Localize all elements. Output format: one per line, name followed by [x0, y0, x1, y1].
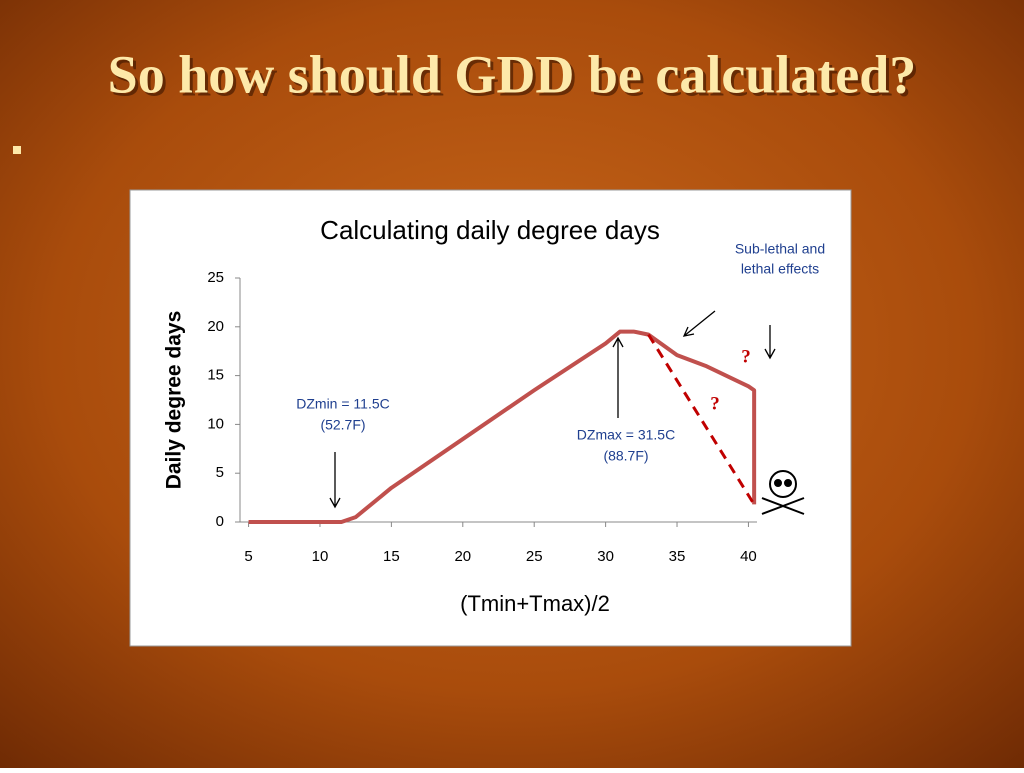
x-tick-label: 35	[669, 548, 686, 565]
arrows	[329, 310, 776, 509]
annotation: ?	[710, 393, 720, 414]
skull	[761, 470, 805, 515]
annotation: (88.7F)	[603, 448, 648, 464]
annotation: ?	[741, 346, 751, 367]
annotation: lethal effects	[741, 261, 819, 277]
x-tick-label: 20	[454, 548, 471, 565]
x-tick-label: 30	[597, 548, 614, 565]
y-tick-label: 0	[216, 513, 224, 530]
annotation: DZmax = 31.5C	[577, 427, 675, 443]
bullet	[13, 146, 21, 154]
title-shadow: So how should GDD be calculated?	[111, 47, 920, 107]
x-axis-label: (Tmin+Tmax)/2	[460, 591, 610, 616]
data-line	[248, 329, 757, 524]
y-tick-label: 25	[207, 269, 224, 286]
x-tick-label: 5	[244, 548, 252, 565]
chart-title: Calculating daily degree days	[320, 215, 660, 245]
x-tick-label: 15	[383, 548, 400, 565]
annotation: (52.7F)	[320, 417, 365, 433]
annotation: DZmin = 11.5C	[296, 396, 390, 412]
annotation: Sub-lethal and	[735, 241, 825, 257]
y-tick-label: 15	[207, 367, 224, 384]
slide-title: So how should GDD be calculated?	[108, 44, 917, 104]
y-axis-label: Daily degree days	[163, 311, 186, 490]
x-tick-label: 40	[740, 548, 757, 565]
y-tick-label: 20	[207, 318, 224, 335]
y-tick-label: 5	[216, 464, 224, 481]
x-tick-label: 25	[526, 548, 543, 565]
x-tick-label: 10	[312, 548, 329, 565]
y-tick-label: 10	[207, 415, 224, 432]
